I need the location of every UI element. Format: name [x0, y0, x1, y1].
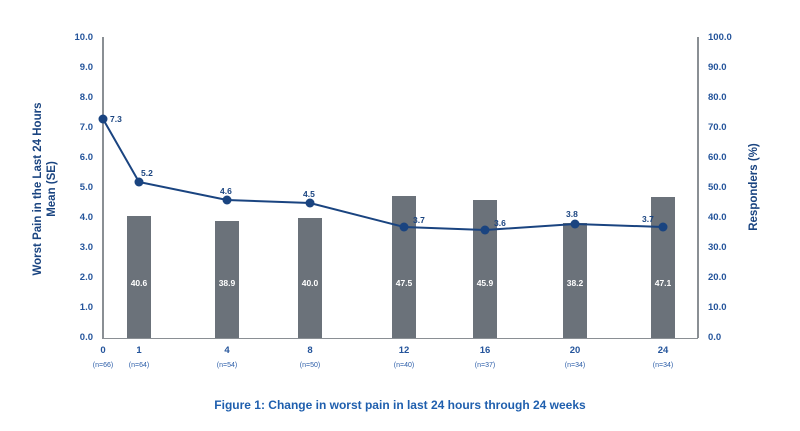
x-tick-n: (n=34) — [652, 362, 674, 369]
left-axis-tick: 4.0 — [79, 212, 93, 223]
left-axis-tick: 7.0 — [79, 122, 93, 133]
line-point — [480, 225, 490, 235]
left-axis-tick: 0.0 — [79, 332, 93, 343]
line-point — [399, 222, 409, 232]
x-tick-n: (n=50) — [299, 362, 321, 369]
right-axis-tick: 20.0 — [708, 272, 727, 283]
x-tick-n: (n=66) — [92, 362, 114, 369]
responder-bar: 47.5 — [392, 195, 416, 338]
responder-bar: 38.9 — [214, 221, 239, 338]
point-value-label: 3.7 — [642, 214, 654, 224]
x-tick-week: 0 — [100, 345, 106, 356]
x-tick-n: (n=64) — [128, 362, 150, 369]
bar-value-label: 47.5 — [395, 278, 413, 288]
left-axis-tick: 1.0 — [79, 302, 93, 313]
x-tick-week: 8 — [307, 345, 313, 356]
point-value-label: 4.5 — [303, 189, 315, 199]
left-axis-line — [102, 37, 104, 338]
right-axis-tick: 80.0 — [708, 92, 727, 103]
left-axis-tick: 3.0 — [79, 242, 93, 253]
right-axis-tick: 10.0 — [708, 302, 727, 313]
right-axis-tick: 50.0 — [708, 182, 727, 193]
x-tick-week: 24 — [657, 345, 669, 356]
point-value-label: 3.6 — [493, 218, 506, 228]
x-tick-n: (n=40) — [393, 362, 415, 369]
figure-caption: Figure 1: Change in worst pain in last 2… — [214, 398, 586, 412]
left-axis-tick: 10.0 — [74, 32, 94, 43]
line-point — [98, 114, 108, 124]
left-axis-tick: 2.0 — [79, 272, 93, 283]
point-value-label: 5.2 — [140, 168, 153, 178]
pain-line — [102, 118, 664, 232]
line-point — [222, 195, 232, 205]
bar-value-label: 38.2 — [566, 277, 584, 288]
x-tick-n: (n=34) — [564, 362, 586, 369]
right-axis-tick: 0.0 — [708, 332, 722, 343]
line-point — [658, 222, 668, 232]
right-axis-tick: 90.0 — [708, 62, 727, 73]
bar-value-label: 47.1 — [654, 277, 672, 288]
point-value-label: 3.8 — [566, 209, 578, 219]
bar-value-label: 45.9 — [476, 277, 494, 288]
line-point — [305, 198, 315, 208]
x-tick-week: 12 — [398, 345, 410, 356]
bar-value-label: 40.6 — [130, 277, 148, 288]
x-tick-n: (n=54) — [216, 362, 238, 369]
responder-bar: 47.1 — [651, 196, 675, 338]
line-point — [134, 177, 144, 187]
x-axis-line — [102, 337, 698, 339]
right-axis-tick: 60.0 — [708, 152, 727, 163]
responder-bar: 38.2 — [563, 223, 587, 338]
bar-value-label: 40.0 — [301, 278, 319, 288]
point-value-label: 4.6 — [219, 186, 232, 196]
right-axis-tick: 40.0 — [708, 212, 727, 223]
line-point — [570, 219, 580, 229]
left-axis-tick: 9.0 — [79, 62, 93, 73]
x-tick-week: 16 — [479, 345, 491, 356]
right-axis-tick: 30.0 — [708, 242, 727, 253]
pain-line-series — [98, 114, 668, 235]
point-value-label: 3.7 — [413, 215, 425, 225]
responder-bar: 40.6 — [126, 216, 151, 338]
right-axis-tick: 100.0 — [708, 32, 732, 43]
right-axis-tick: 70.0 — [708, 122, 727, 133]
x-tick-n: (n=37) — [474, 362, 496, 369]
point-value-label: 7.3 — [110, 114, 122, 124]
bar-value-label: 38.9 — [218, 277, 236, 288]
left-axis-tick: 8.0 — [79, 92, 93, 103]
x-tick-week: 1 — [136, 345, 142, 356]
x-tick-week: 20 — [569, 345, 581, 356]
responder-bar: 45.9 — [472, 200, 497, 338]
x-tick-week: 4 — [224, 345, 230, 356]
left-axis-tick: 5.0 — [79, 182, 93, 193]
responder-bar: 40.0 — [298, 218, 322, 338]
right-axis-line — [697, 37, 699, 338]
left-axis-tick: 6.0 — [79, 152, 93, 163]
